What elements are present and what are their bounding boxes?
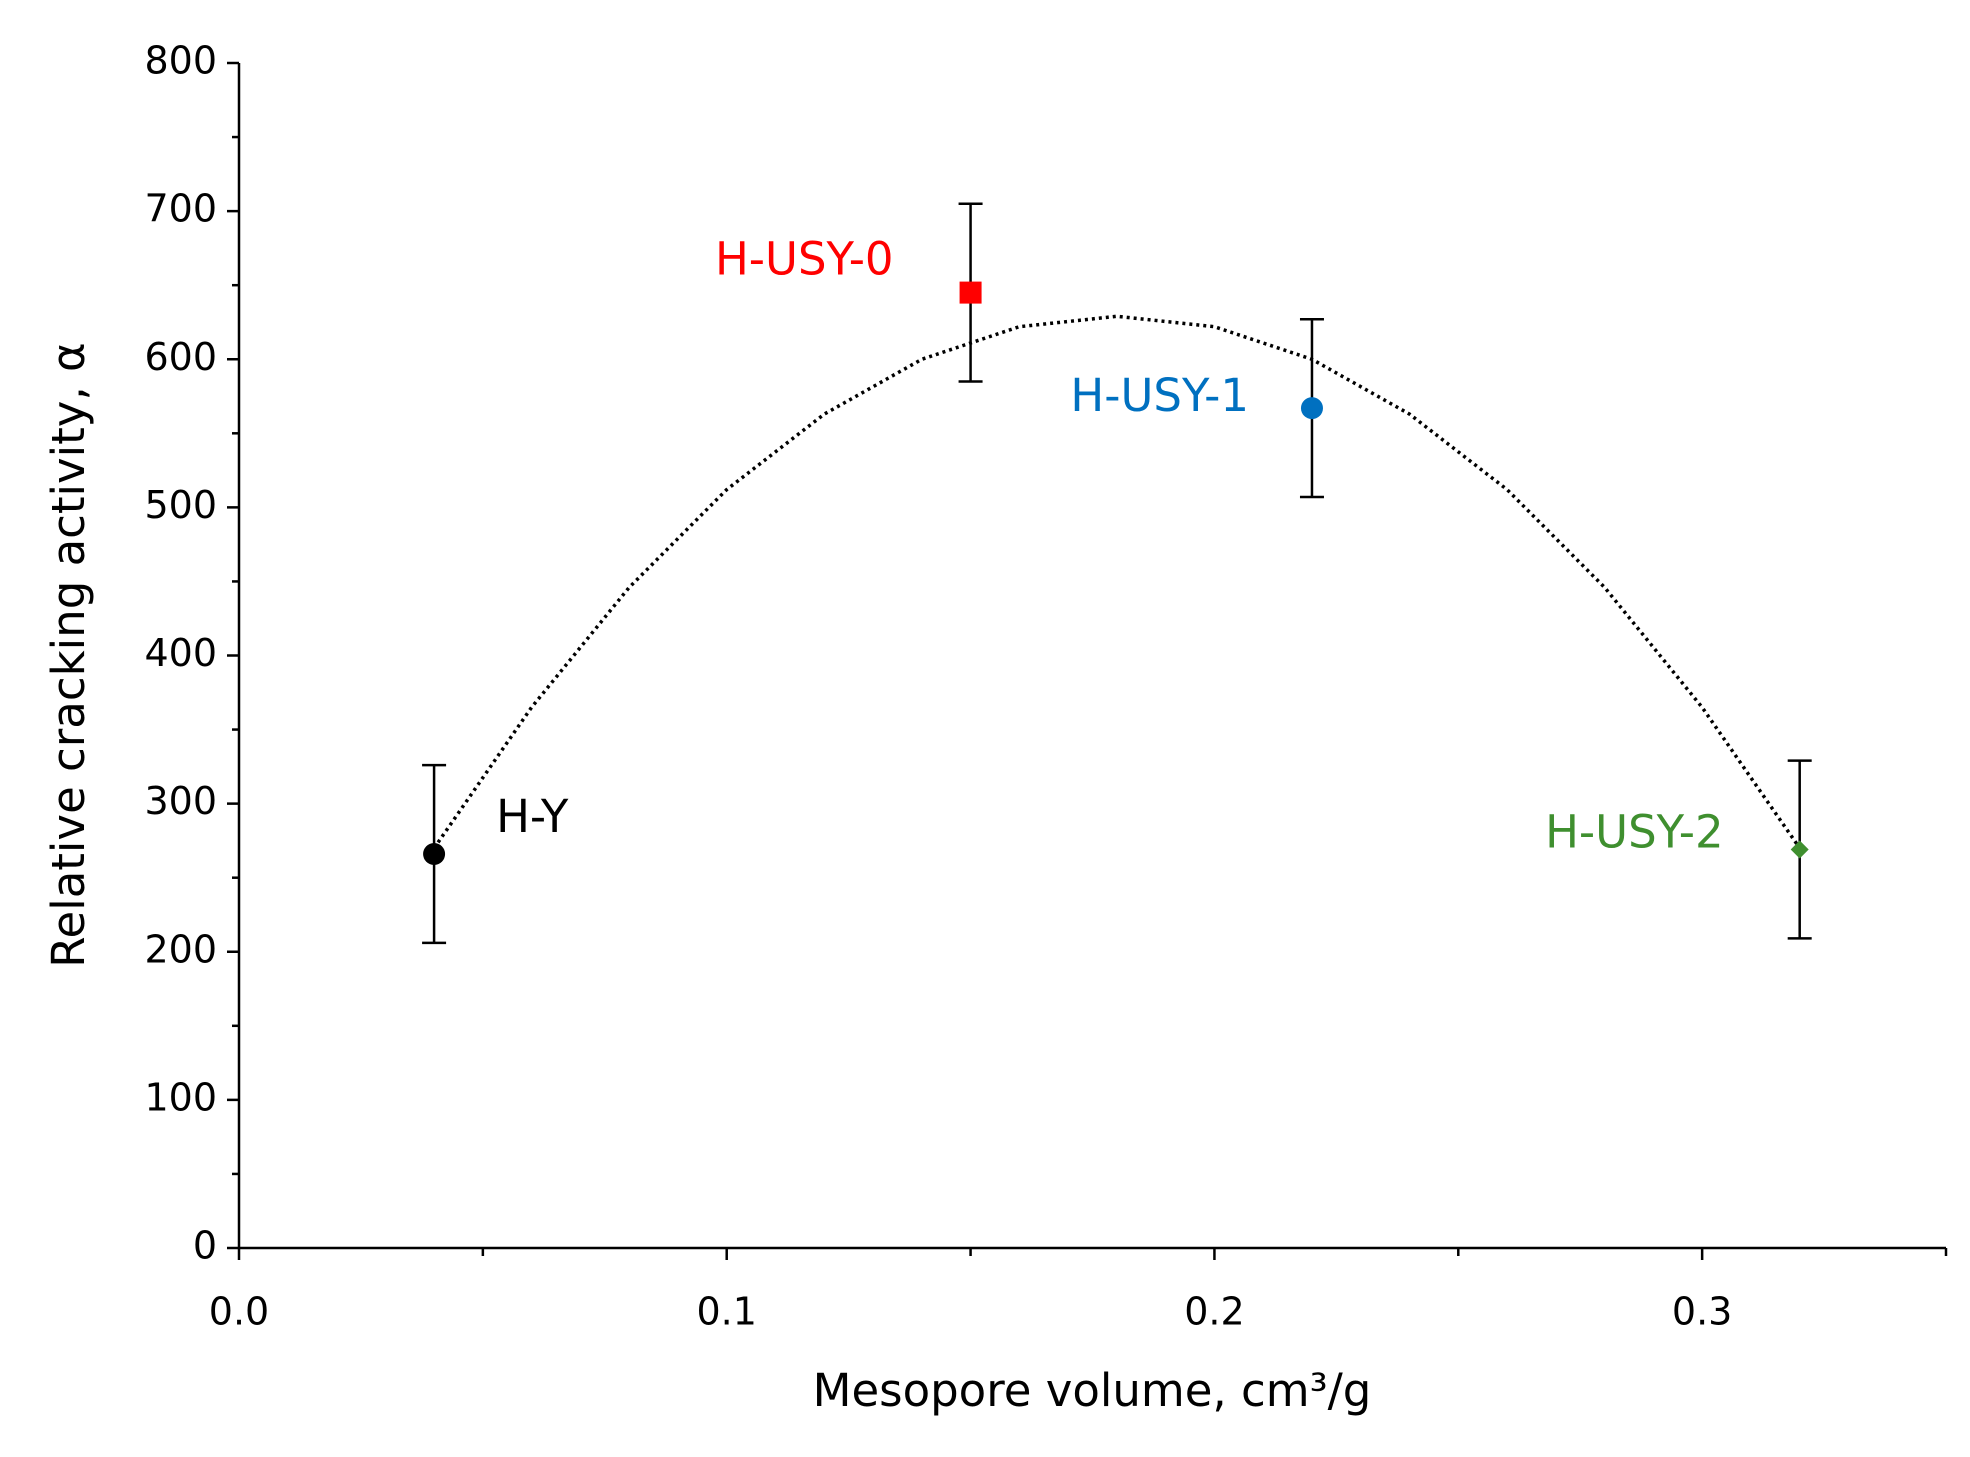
trendline: [432, 314, 1802, 850]
point-label: H-USY-2: [1545, 806, 1724, 859]
y-tick-label: 600: [144, 335, 217, 379]
y-tick-label: 800: [144, 39, 217, 83]
point-label: H-Y: [496, 790, 569, 843]
y-tick-label: 400: [144, 631, 217, 675]
x-tick-label: 0.3: [1672, 1290, 1732, 1334]
point: [1790, 840, 1809, 859]
x-tick-label: 0.0: [209, 1290, 269, 1334]
y-tick-label: 100: [144, 1075, 217, 1119]
y-axis-title: Relative cracking activity, α: [42, 342, 95, 967]
y-tick-label: 200: [144, 927, 217, 971]
x-axis-title: Mesopore volume, cm³/g: [813, 1364, 1372, 1417]
x-tick-label: 0.1: [696, 1290, 756, 1334]
y-tick-label: 0: [193, 1224, 217, 1268]
x-tick-label: 0.2: [1184, 1290, 1244, 1334]
point: [959, 281, 982, 304]
point-label: H-USY-0: [715, 233, 894, 286]
y-tick-label: 300: [144, 779, 217, 823]
y-tick-label: 500: [144, 483, 217, 527]
point: [423, 842, 446, 865]
point: [1300, 397, 1323, 420]
point-label: H-USY-1: [1070, 369, 1249, 422]
y-tick-label: 700: [144, 187, 217, 231]
